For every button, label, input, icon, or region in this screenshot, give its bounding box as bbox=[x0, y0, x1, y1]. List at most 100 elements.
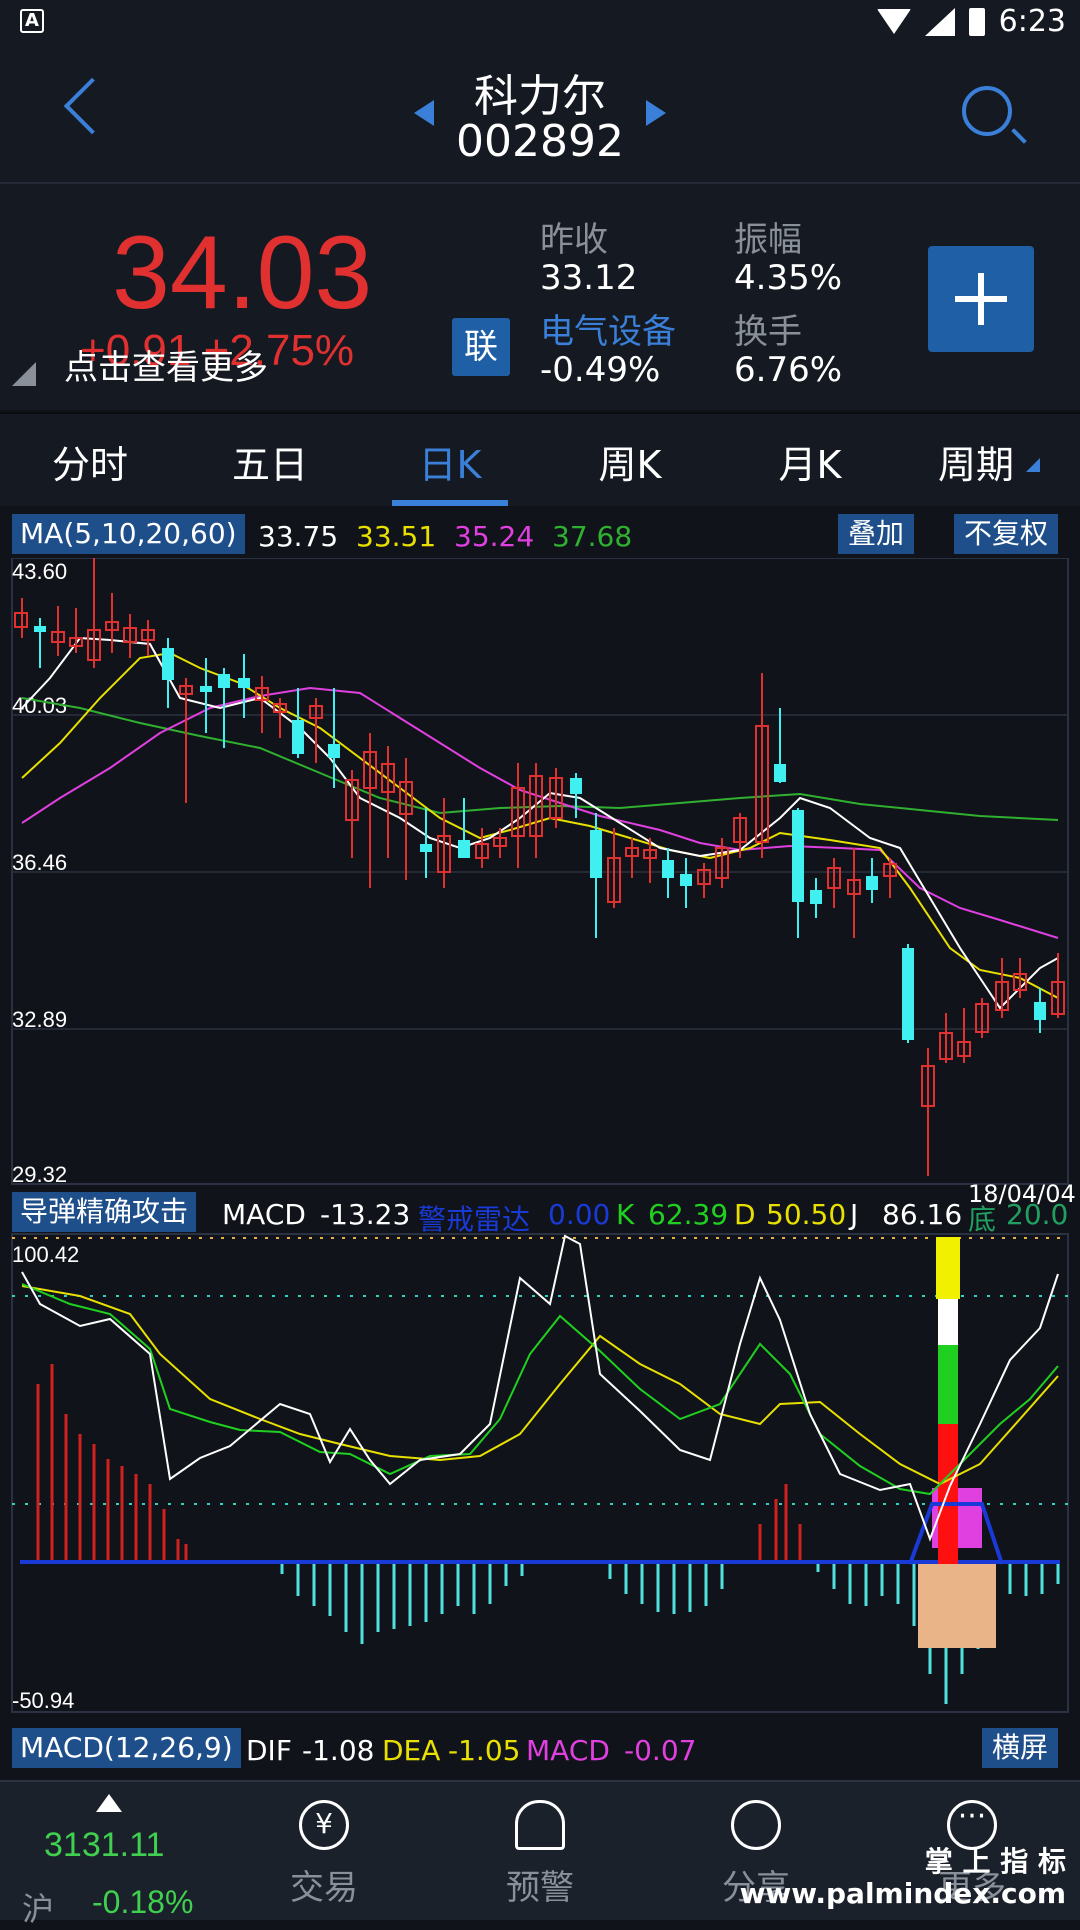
next-stock-icon[interactable] bbox=[646, 100, 666, 126]
nav-more[interactable]: ··· 更多 bbox=[864, 1790, 1080, 1909]
ma60-value: 37.68 bbox=[552, 520, 633, 553]
price-axis-4: 32.89 bbox=[12, 1007, 67, 1032]
ma-legend: MA(5,10,20,60) 33.75 33.51 35.24 37.68 叠… bbox=[0, 508, 1080, 558]
ind-bottom-value: 20.0 bbox=[1006, 1198, 1069, 1231]
ind-d-label: D bbox=[734, 1198, 756, 1231]
current-price: 34.03 bbox=[112, 215, 373, 331]
app-badge-icon: A bbox=[20, 9, 44, 33]
index-value: 3131.11 bbox=[44, 1826, 165, 1864]
stock-name: 科力尔 bbox=[474, 71, 606, 122]
indicator-selector[interactable]: 导弹精确攻击 bbox=[12, 1192, 197, 1232]
linked-button[interactable]: 联 bbox=[452, 318, 510, 376]
dea-value: -1.05 bbox=[448, 1734, 521, 1767]
prev-close-label: 昨收 bbox=[540, 220, 608, 260]
nav-share[interactable]: 分享 bbox=[648, 1790, 864, 1909]
tab-five-day[interactable]: 五日 bbox=[231, 443, 308, 487]
ind-d-value: 50.50 bbox=[766, 1198, 847, 1231]
status-bar: A 6:23 bbox=[0, 0, 1080, 46]
active-tab-indicator bbox=[392, 500, 508, 506]
signal-yellow-block bbox=[936, 1237, 960, 1299]
expand-up-icon bbox=[96, 1794, 122, 1812]
back-icon[interactable] bbox=[63, 77, 121, 135]
nav-more-label: 更多 bbox=[938, 1868, 1006, 1908]
signal-orange-block bbox=[918, 1564, 996, 1648]
ma5-value: 33.75 bbox=[258, 520, 339, 553]
watermark: 掌 上 指 标 www.palmindex.com bbox=[739, 1845, 1066, 1910]
index-change: -0.18% bbox=[92, 1884, 194, 1920]
ind-k-value: 62.39 bbox=[648, 1198, 729, 1231]
bottom-nav: 3131.11 沪 -0.18% ¥ 交易 预警 分享 ··· 更多 掌 上 指… bbox=[0, 1780, 1080, 1928]
amplitude-label: 振幅 bbox=[734, 220, 802, 260]
wifi-icon bbox=[876, 9, 911, 34]
nav-share-label: 分享 bbox=[722, 1868, 790, 1908]
nav-trade-label: 交易 bbox=[290, 1868, 358, 1908]
ind-macd-label: MACD bbox=[222, 1198, 306, 1231]
status-time: 6:23 bbox=[998, 4, 1066, 39]
battery-icon bbox=[968, 7, 985, 36]
dif-label: DIF bbox=[246, 1734, 292, 1767]
tab-monthly-k[interactable]: 月K bbox=[778, 443, 842, 487]
macd-value: -0.07 bbox=[624, 1734, 697, 1767]
industry-change: -0.49% bbox=[540, 350, 661, 390]
ma20-value: 35.24 bbox=[454, 520, 535, 553]
price-axis-2: 40.03 bbox=[12, 693, 67, 718]
more-dots-icon: ··· bbox=[947, 1799, 997, 1850]
adjust-button[interactable]: 不复权 bbox=[954, 514, 1059, 554]
price-axis-bottom: 29.32 bbox=[12, 1162, 67, 1187]
dif-value: -1.08 bbox=[302, 1734, 375, 1767]
ma10-value: 33.51 bbox=[356, 520, 437, 553]
header: 科力尔 002892 bbox=[0, 46, 1080, 184]
ind-radar-value: 0.00 bbox=[548, 1198, 611, 1231]
nav-alert[interactable]: 预警 bbox=[432, 1790, 648, 1909]
ind-radar-label: 警戒雷达 bbox=[418, 1203, 531, 1236]
ma10-line bbox=[21, 651, 1059, 999]
search-icon[interactable] bbox=[962, 86, 1012, 136]
tab-weekly-k[interactable]: 周K bbox=[598, 443, 662, 487]
indicator-axis-bottom: -50.94 bbox=[12, 1688, 74, 1713]
signal-icon bbox=[924, 7, 955, 36]
price-change: +0.91 +2.75% bbox=[80, 326, 355, 375]
period-tabs: 分时 五日 日K 周K 月K 周期 bbox=[0, 412, 1080, 506]
tab-period[interactable]: 周期 bbox=[937, 443, 1014, 487]
ind-macd-value: -13.23 bbox=[320, 1198, 411, 1231]
tab-intraday[interactable]: 分时 bbox=[51, 443, 128, 487]
index-ticker[interactable]: 3131.11 沪 -0.18% bbox=[0, 1782, 216, 1928]
signal-white-block bbox=[938, 1299, 958, 1345]
landscape-button[interactable]: 横屏 bbox=[982, 1728, 1059, 1768]
quote-panel: 34.03 +0.91 +2.75% 点击查看更多 联 昨收 33.12 电气设… bbox=[0, 184, 1080, 410]
view-more-link[interactable]: 点击查看更多 bbox=[64, 348, 268, 388]
index-name: 沪 bbox=[22, 1890, 55, 1928]
indicator-axis-top: 100.42 bbox=[12, 1242, 79, 1267]
ind-bottom-label: 底 bbox=[968, 1203, 997, 1236]
ma-settings-label[interactable]: MA(5,10,20,60) bbox=[12, 514, 245, 554]
indicator-legend: 导弹精确攻击 MACD -13.23 警戒雷达 0.00 K 62.39 D 5… bbox=[0, 1180, 1080, 1236]
price-axis-top: 43.60 bbox=[12, 559, 67, 584]
nav-trade[interactable]: ¥ 交易 bbox=[216, 1790, 432, 1909]
industry-label[interactable]: 电气设备 bbox=[540, 312, 676, 352]
bell-icon bbox=[515, 1800, 565, 1850]
amplitude-value: 4.35% bbox=[734, 258, 843, 298]
period-dropdown-icon bbox=[1026, 458, 1040, 472]
ma20-line bbox=[21, 686, 1059, 939]
macd-label: MACD bbox=[526, 1734, 610, 1767]
stock-code: 002892 bbox=[456, 116, 624, 167]
prev-stock-icon[interactable] bbox=[414, 100, 434, 126]
ind-j-label: J bbox=[850, 1198, 859, 1231]
price-axis-3: 36.46 bbox=[12, 850, 67, 875]
turnover-value: 6.76% bbox=[734, 350, 843, 390]
ind-j-value: 86.16 bbox=[882, 1198, 963, 1231]
ind-k-label: K bbox=[616, 1198, 635, 1231]
tab-daily-k[interactable]: 日K bbox=[418, 443, 482, 487]
dea-label: DEA bbox=[382, 1734, 441, 1767]
add-watchlist-button[interactable] bbox=[928, 246, 1034, 352]
macd-selector[interactable]: MACD(12,26,9) bbox=[12, 1728, 241, 1768]
macd-legend: MACD(12,26,9) DIF -1.08 DEA -1.05 MACD -… bbox=[0, 1724, 1080, 1772]
prev-close-value: 33.12 bbox=[540, 258, 638, 298]
yuan-exchange-icon: ¥ bbox=[299, 1800, 349, 1850]
expand-corner-icon bbox=[12, 362, 36, 386]
kline-chart[interactable]: 43.60 40.03 36.46 32.89 29.32 bbox=[0, 558, 1080, 1724]
overlay-button[interactable]: 叠加 bbox=[838, 514, 915, 554]
turnover-label: 换手 bbox=[734, 312, 802, 352]
chart-date: 18/04/04 bbox=[968, 1180, 1076, 1208]
share-icon bbox=[731, 1800, 781, 1850]
